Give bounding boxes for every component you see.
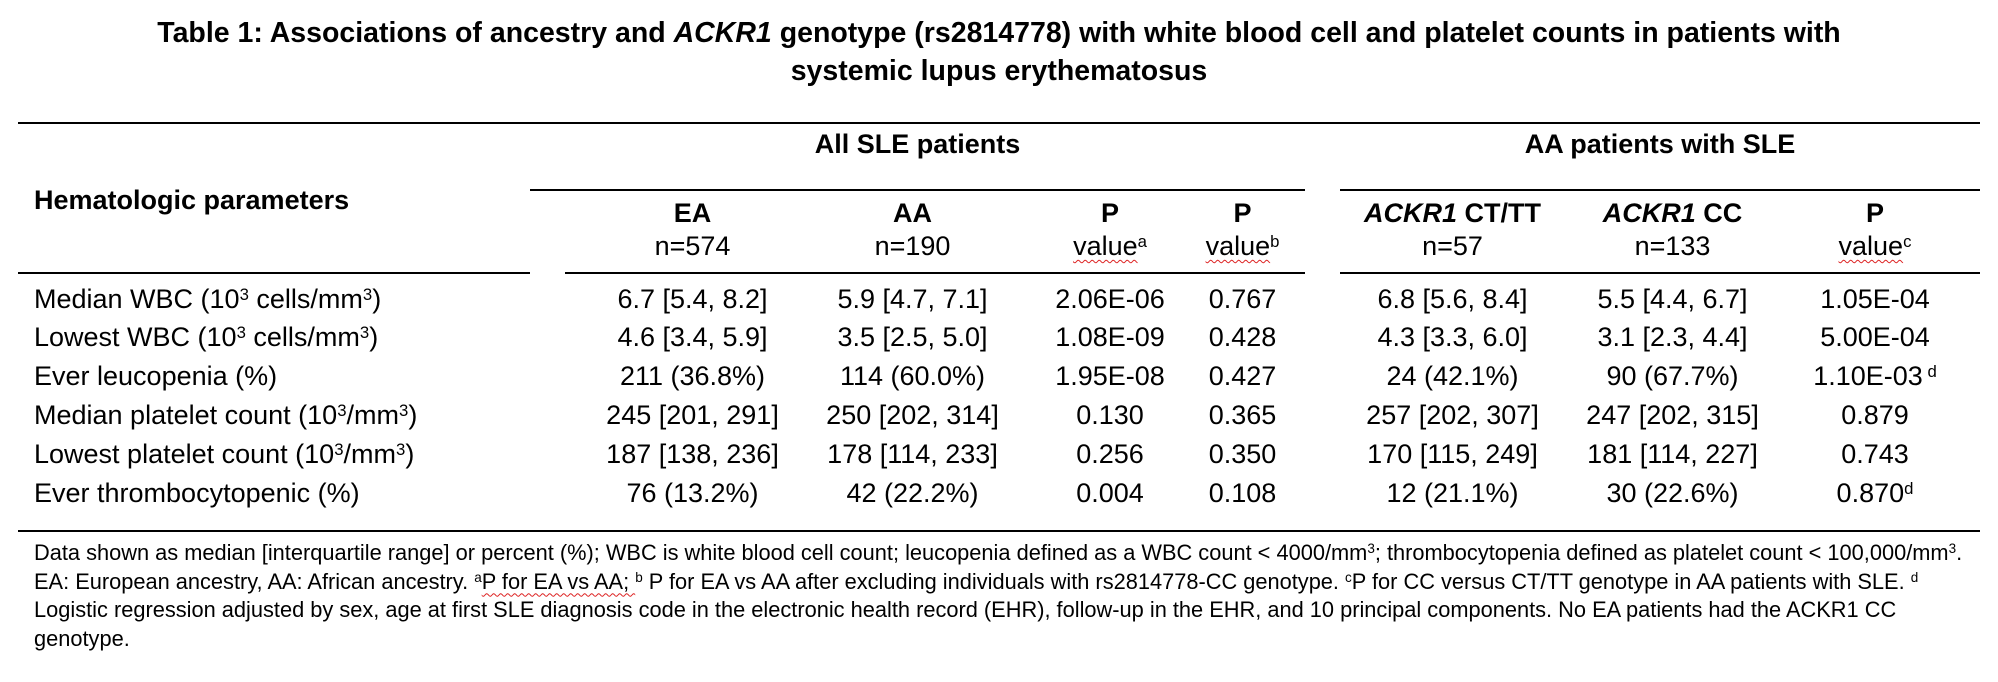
table-cell: 90 (67.7%) xyxy=(1606,361,1739,391)
table-cell: 0.428 xyxy=(1208,322,1277,352)
table-cell: 170 [115, 249] xyxy=(1367,439,1538,469)
col-header-p-a: P valuea xyxy=(1073,198,1147,261)
table-cell: 5.00E-04 xyxy=(1820,322,1930,352)
table-cell: 42 (22.2%) xyxy=(846,478,979,508)
table-cell: 178 [114, 233] xyxy=(827,439,998,469)
col-header-ackr1-ct-tt: ACKR1 CT/TT n=57 xyxy=(1364,198,1541,261)
header-rule-all xyxy=(565,272,1305,274)
table-cell: 3.1 [2.3, 4.4] xyxy=(1597,322,1748,352)
table-cell: 1.05E-04 xyxy=(1820,284,1930,314)
row-parameter: Median WBC (103 cells/mm3) xyxy=(34,284,382,314)
table-row: Ever leucopenia (%) 211 (36.8%) 114 (60.0%… xyxy=(0,357,1998,395)
group-rule-all xyxy=(530,189,1305,191)
col-header-ea: EA n=574 xyxy=(654,198,731,261)
col-header-aa: AA n=190 xyxy=(874,198,951,261)
table-cell: 1.08E-09 xyxy=(1055,322,1165,352)
table-cell: 0.256 xyxy=(1076,439,1144,469)
table-cell: 0.130 xyxy=(1076,400,1144,430)
table-cell: 187 [138, 236] xyxy=(606,439,779,469)
bottom-rule xyxy=(18,530,1980,532)
table-cell: 4.3 [3.3, 6.0] xyxy=(1377,322,1528,352)
table-cell: 5.9 [4.7, 7.1] xyxy=(837,284,988,314)
table-cell: 1.95E-08 xyxy=(1055,361,1165,391)
group-header-all: All SLE patients xyxy=(814,129,1021,159)
table-cell: 6.8 [5.6, 8.4] xyxy=(1377,284,1528,314)
table-footnote: Data shown as median [interquartile rang… xyxy=(34,540,1963,651)
table-cell: 12 (21.1%) xyxy=(1386,478,1519,508)
header-rule-left xyxy=(18,272,530,274)
table-cell: 0.350 xyxy=(1208,439,1277,469)
title-line2: systemic lupus erythematosus xyxy=(790,55,1208,87)
table-cell: 114 (60.0%) xyxy=(839,361,986,391)
table-cell: 0.365 xyxy=(1208,400,1277,430)
group-header-aa: AA patients with SLE xyxy=(1524,129,1796,159)
table-cell: 0.870d xyxy=(1836,478,1914,508)
table-cell: 2.06E-06 xyxy=(1055,284,1165,314)
table-row: Lowest platelet count (103/mm3) 187 [138,… xyxy=(0,435,1998,473)
table-cell: 0.427 xyxy=(1208,361,1277,391)
table-cell: 0.767 xyxy=(1208,284,1277,314)
table-cell: 181 [114, 227] xyxy=(1587,439,1758,469)
row-parameter: Ever leucopenia (%) xyxy=(34,361,278,391)
table-row: Median WBC (103 cells/mm3) 6.7 [5.4, 8.2]… xyxy=(0,280,1998,318)
table-cell: 250 [202, 314] xyxy=(826,400,999,430)
table-cell: 3.5 [2.5, 5.0] xyxy=(837,322,988,352)
row-label-header: Hematologic parameters xyxy=(34,185,350,215)
table-title: Table 1: Associations of ancestry and AC… xyxy=(0,14,1998,90)
row-parameter: Ever thrombocytopenic (%) xyxy=(34,478,360,508)
row-parameter: Lowest WBC (103 cells/mm3) xyxy=(34,322,379,352)
row-parameter: Median platelet count (103/mm3) xyxy=(34,400,418,430)
header-rule-aa xyxy=(1340,272,1980,274)
table-cell: 257 [202, 307] xyxy=(1366,400,1539,430)
group-rule-aa xyxy=(1340,189,1980,191)
table-cell: 0.879 xyxy=(1841,400,1909,430)
table-cell: 211 (36.8%) xyxy=(619,361,766,391)
table-cell: 4.6 [3.4, 5.9] xyxy=(617,322,768,352)
row-parameter: Lowest platelet count (103/mm3) xyxy=(34,439,415,469)
top-rule xyxy=(18,122,1980,124)
table-cell: 76 (13.2%) xyxy=(626,478,759,508)
col-header-p-c: P valuec xyxy=(1838,198,1912,261)
col-header-p-b: P valueb xyxy=(1205,198,1280,261)
title-line1: Table 1: Associations of ancestry and AC… xyxy=(157,17,1841,49)
table-cell: 1.10E-03 d xyxy=(1813,361,1937,391)
table-cell: 0.004 xyxy=(1076,478,1144,508)
table-row: Ever thrombocytopenic (%) 76 (13.2%) 42 (2… xyxy=(0,474,1998,512)
table-cell: 5.5 [4.4, 6.7] xyxy=(1597,284,1748,314)
table-row: Lowest WBC (103 cells/mm3) 4.6 [3.4, 5.9]… xyxy=(0,318,1998,356)
table-cell: 0.108 xyxy=(1208,478,1277,508)
table-cell: 24 (42.1%) xyxy=(1386,361,1519,391)
col-header-ackr1-cc: ACKR1 CC n=133 xyxy=(1602,198,1743,261)
table-row: Median platelet count (103/mm3) 245 [201,… xyxy=(0,396,1998,434)
table-cell: 247 [202, 315] xyxy=(1586,400,1759,430)
table-cell: 30 (22.6%) xyxy=(1606,478,1739,508)
table-cell: 245 [201, 291] xyxy=(606,400,779,430)
table-cell: 0.743 xyxy=(1841,439,1909,469)
table-cell: 6.7 [5.4, 8.2] xyxy=(617,284,768,314)
